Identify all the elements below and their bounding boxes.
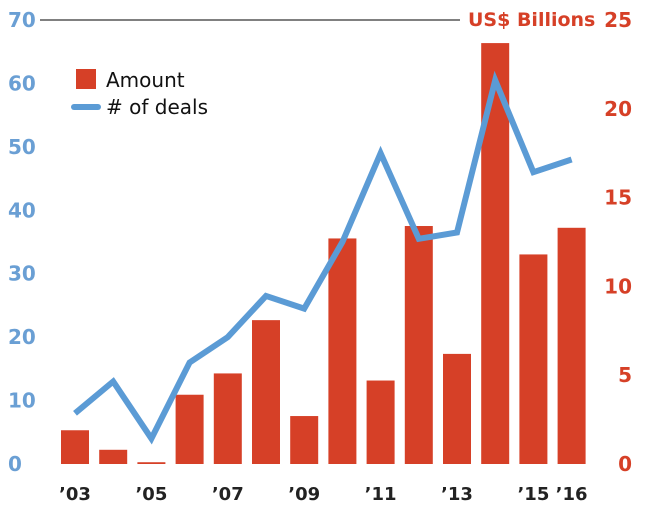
right-tick-label: 10	[604, 274, 632, 298]
left-tick-label: 60	[8, 71, 36, 95]
amount-bar	[61, 430, 89, 464]
amount-bar	[137, 462, 166, 464]
x-tick-label: ’16	[556, 484, 588, 505]
right-tick-label: 25	[604, 8, 632, 32]
right-tick-label: 20	[604, 97, 632, 121]
deals-line	[73, 70, 573, 445]
right-axis-unit-label: US$ Billions	[468, 9, 595, 31]
left-axis: 0 10 20 30 40 50 60 70	[8, 8, 36, 476]
left-tick-label: 0	[8, 452, 22, 476]
left-tick-label: 10	[8, 389, 36, 413]
x-axis: ’03 ’05 ’07 ’09 ’11 ’13 ’15 ’16	[59, 484, 587, 505]
right-axis: 0 5 10 15 20 25	[604, 8, 632, 476]
left-tick-label: 30	[8, 262, 36, 286]
amount-bar	[404, 226, 433, 464]
x-tick-label: ’15	[517, 484, 549, 505]
amount-bar	[213, 373, 242, 464]
x-tick-label: ’07	[212, 484, 244, 505]
amount-bar	[443, 353, 471, 464]
amount-bar	[519, 254, 548, 464]
x-tick-label: ’05	[135, 484, 167, 505]
amount-bar	[290, 416, 319, 464]
amount-bar	[252, 320, 280, 464]
legend-label-amount: Amount	[106, 68, 185, 92]
left-tick-label: 70	[8, 8, 36, 32]
right-tick-label: 5	[618, 363, 632, 387]
left-tick-label: 40	[8, 198, 36, 222]
amount-bar	[366, 380, 395, 464]
legend: Amount # of deals	[71, 68, 208, 119]
amount-bar	[99, 449, 128, 464]
right-tick-label: 15	[604, 186, 632, 210]
amount-bar	[557, 227, 586, 464]
left-tick-label: 20	[8, 325, 36, 349]
x-tick-label: ’13	[441, 484, 473, 505]
x-tick-label: ’09	[288, 484, 320, 505]
legend-swatch-amount	[76, 69, 96, 89]
right-tick-label: 0	[618, 452, 632, 476]
amount-bar	[175, 394, 204, 464]
x-tick-label: ’11	[365, 484, 397, 505]
x-tick-label: ’03	[59, 484, 91, 505]
left-tick-label: 50	[8, 135, 36, 159]
deals-line-layer	[73, 70, 573, 445]
legend-label-deals: # of deals	[106, 95, 208, 119]
amount-bar	[328, 238, 357, 464]
